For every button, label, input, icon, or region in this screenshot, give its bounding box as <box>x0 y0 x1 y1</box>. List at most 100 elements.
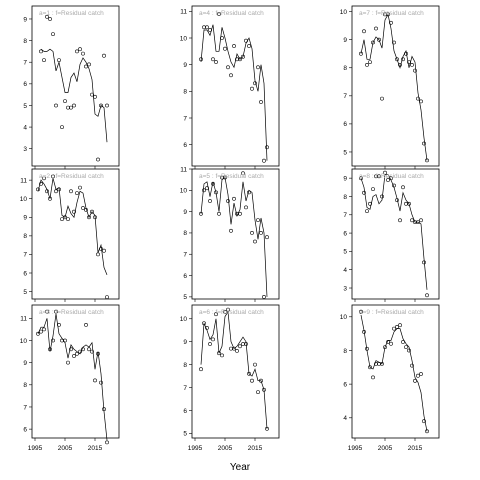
data-point <box>63 215 67 220</box>
data-point <box>247 371 251 376</box>
data-point <box>425 293 429 298</box>
data-point <box>51 174 55 179</box>
data-point <box>359 176 363 181</box>
data-point <box>205 25 209 30</box>
panel-frame <box>351 5 440 167</box>
data-point <box>265 426 269 431</box>
data-point <box>380 96 384 101</box>
data-point <box>362 329 366 334</box>
data-point <box>90 92 94 97</box>
data-point <box>238 211 242 216</box>
data-point <box>371 375 375 380</box>
y-tick-label: 7 <box>183 385 187 392</box>
y-tick-label: 6 <box>343 381 347 388</box>
data-point <box>250 378 254 383</box>
data-point <box>39 329 43 334</box>
data-point <box>87 347 91 352</box>
fitted-line <box>37 313 108 441</box>
y-tick-label: 6 <box>183 408 187 415</box>
data-point <box>398 63 402 67</box>
panel-label: a=9 : f=Residual catch <box>359 309 424 316</box>
y-tick-label: 6 <box>343 121 347 128</box>
data-point <box>205 325 209 330</box>
data-point <box>105 440 109 445</box>
y-tick-label: 5 <box>23 289 27 296</box>
data-point <box>217 12 221 16</box>
panel-label: a=3 : f=Residual catch <box>39 309 104 316</box>
data-point <box>202 321 206 326</box>
data-point <box>208 199 212 203</box>
data-point <box>60 217 64 222</box>
data-point <box>199 367 203 372</box>
data-point <box>66 360 70 365</box>
panel-frame <box>191 304 280 439</box>
data-point <box>398 323 402 328</box>
x-tick-label: 2015 <box>248 445 263 452</box>
panel-9: 4 6 8 10 1995 2005 2015 a=9 : f=Residual catch <box>340 304 440 452</box>
data-point <box>45 309 49 314</box>
x-tick-label: 2005 <box>58 445 73 452</box>
data-point <box>377 174 381 179</box>
data-point <box>199 211 203 216</box>
data-point <box>362 29 366 34</box>
data-point <box>259 230 263 235</box>
data-point <box>36 187 40 192</box>
data-point <box>223 309 227 314</box>
y-tick-label: 6 <box>183 142 187 149</box>
data-point <box>84 207 88 212</box>
data-point <box>262 387 266 392</box>
fitted-line <box>200 176 268 297</box>
data-point <box>99 380 103 385</box>
y-tick-label: 10 <box>340 314 348 321</box>
data-point <box>78 47 82 52</box>
data-point <box>63 338 67 343</box>
data-point <box>63 99 67 104</box>
data-point <box>205 186 209 191</box>
data-point <box>380 194 384 199</box>
data-point <box>217 211 221 216</box>
data-point <box>102 53 106 58</box>
panel-label: a=7 : f=Residual catch <box>359 10 424 17</box>
panel-frame <box>31 168 120 300</box>
panel-7: 6 7 8 9 10 11 1995 2005 2015 a=3 : f=Residual cat… <box>20 304 120 452</box>
fitted-line <box>200 310 268 429</box>
fitted-line <box>360 315 428 432</box>
data-point <box>383 345 387 350</box>
data-point <box>389 20 393 25</box>
data-point <box>262 294 266 299</box>
data-point <box>413 378 417 383</box>
data-point <box>365 346 369 351</box>
data-point <box>371 40 375 45</box>
y-tick-label: 10 <box>180 188 188 195</box>
data-point <box>96 157 100 162</box>
panel-label: a=8 : f=Residual catch <box>359 173 424 180</box>
data-point <box>392 40 396 45</box>
data-point <box>202 188 206 193</box>
data-point <box>416 373 420 378</box>
data-point <box>404 51 408 56</box>
y-tick-label: 7 <box>343 212 347 219</box>
panel-label: a=2 : f=Residual catch <box>39 173 104 180</box>
fitted-line <box>37 178 108 276</box>
data-point <box>425 158 429 163</box>
y-tick-label: 8 <box>23 38 27 45</box>
data-point <box>404 345 408 350</box>
y-tick-label: 11 <box>180 166 187 173</box>
x-tick-label: 2005 <box>218 445 233 452</box>
y-tick-label: 11 <box>180 9 187 16</box>
data-point <box>54 309 58 314</box>
data-point <box>386 12 390 17</box>
x-tick-label: 1995 <box>188 445 203 452</box>
data-point <box>48 17 52 21</box>
data-point <box>48 347 52 352</box>
data-point <box>211 181 215 186</box>
data-point <box>419 218 423 223</box>
data-point <box>226 307 230 312</box>
panel-grid: 3 4 5 6 7 8 9 a=1 : f=Residual catch 6 7 8 9 10 11 a=4… <box>20 5 440 452</box>
data-point <box>392 183 396 188</box>
data-point <box>389 176 393 181</box>
data-point <box>214 60 218 64</box>
data-point <box>69 189 73 194</box>
data-point <box>371 187 375 192</box>
data-point <box>42 58 46 63</box>
